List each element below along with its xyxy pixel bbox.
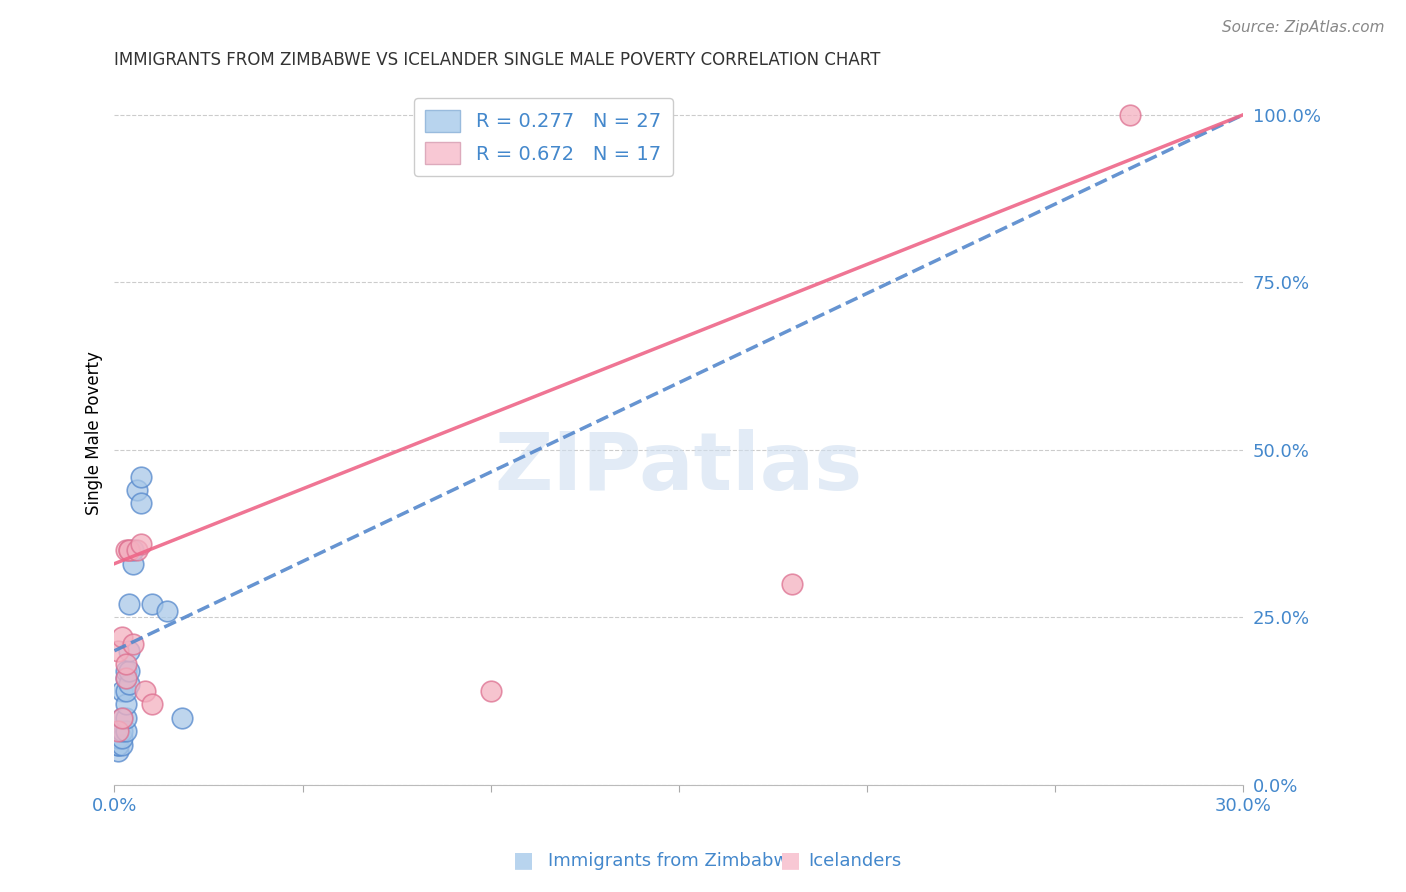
Point [129,496,152,510]
Point [125,483,148,497]
Point [172,711,194,725]
Point [118,677,141,691]
Legend: R = 0.277   N = 27, R = 0.672   N = 17: R = 0.277 N = 27, R = 0.672 N = 17 [413,98,673,176]
Point [129,469,152,483]
Point [118,543,141,558]
Point [107,644,129,658]
Point [479,684,502,698]
Point [111,711,134,725]
Point [118,543,141,558]
Point [107,731,129,745]
Point [107,744,129,758]
Text: IMMIGRANTS FROM ZIMBABWE VS ICELANDER SINGLE MALE POVERTY CORRELATION CHART: IMMIGRANTS FROM ZIMBABWE VS ICELANDER SI… [114,51,880,69]
Y-axis label: Single Male Poverty: Single Male Poverty [86,351,103,515]
Point [111,724,134,739]
Point [111,631,134,645]
Text: ■: ■ [513,850,534,870]
Point [111,684,134,698]
Point [111,731,134,745]
Point [107,738,129,752]
Text: Source: ZipAtlas.com: Source: ZipAtlas.com [1222,20,1385,35]
Point [118,664,141,678]
Point [114,711,136,725]
Text: ■: ■ [780,850,801,870]
Point [122,637,145,651]
Point [125,543,148,558]
Point [114,671,136,685]
Point [780,576,803,591]
Text: Icelanders: Icelanders [808,852,901,870]
Point [111,738,134,752]
Point [114,657,136,672]
Point [107,738,129,752]
Text: Immigrants from Zimbabwe: Immigrants from Zimbabwe [548,852,800,870]
Point [111,711,134,725]
Point [141,597,163,611]
Point [114,684,136,698]
Text: ZIPatlas: ZIPatlas [495,429,863,508]
Point [118,644,141,658]
Point [122,557,145,571]
Point [114,698,136,712]
Point [134,684,156,698]
Point [122,543,145,558]
Point [1119,108,1142,122]
Point [129,536,152,550]
Point [156,604,179,618]
Point [141,698,163,712]
Point [114,671,136,685]
Point [118,597,141,611]
Point [114,724,136,739]
Point [114,664,136,678]
Point [114,543,136,558]
Point [107,724,129,739]
